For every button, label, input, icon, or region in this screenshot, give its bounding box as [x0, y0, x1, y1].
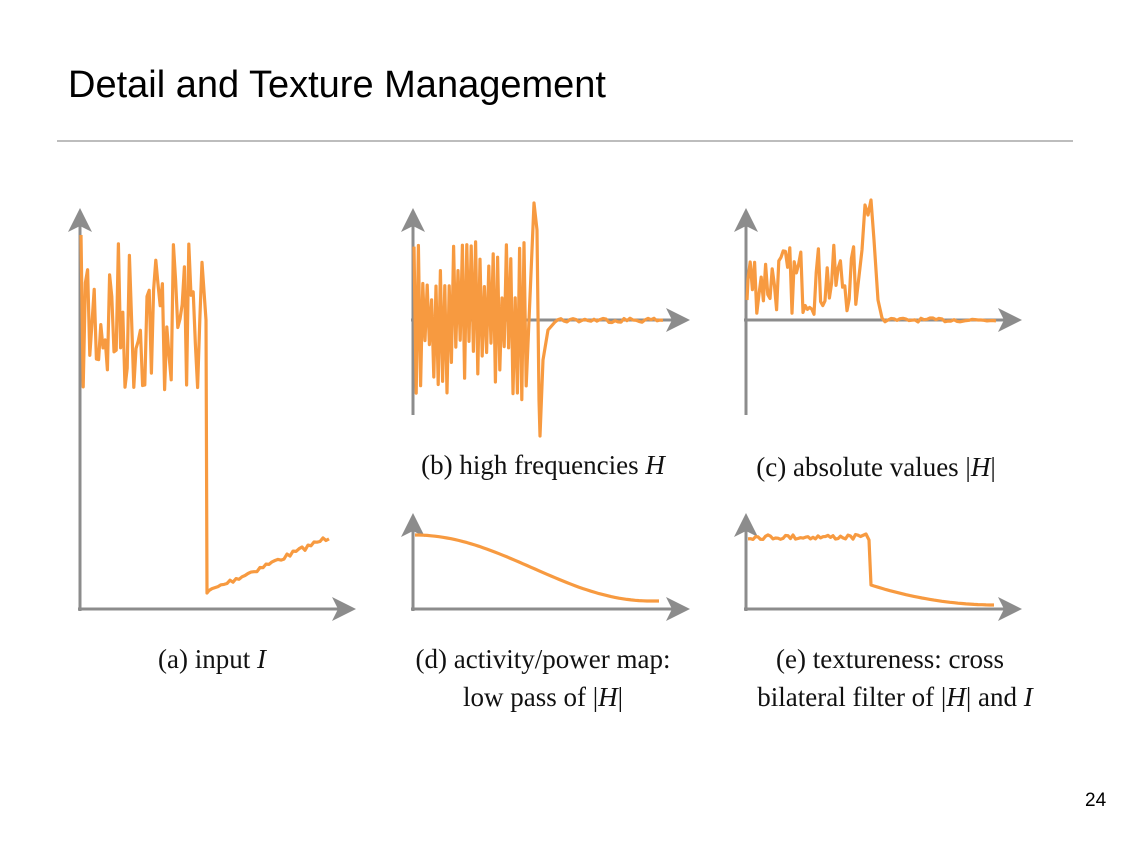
caption-d-line1: (d) activity/power map:: [415, 644, 671, 674]
signal-high-frequencies: [412, 201, 664, 438]
caption-d-line2: low pass of |H|: [462, 682, 624, 712]
caption-c: (c) absolute values |H|: [756, 452, 996, 482]
caption-b: (b) high frequencies H: [421, 450, 665, 480]
caption-a: (a) input I: [158, 644, 266, 674]
signal-input: [79, 234, 330, 595]
title-divider: [57, 140, 1073, 142]
caption-e-line1: (e) textureness: cross: [776, 644, 1004, 674]
signal-textureness: [747, 532, 994, 607]
slide-title: Detail and Texture Management: [68, 64, 606, 106]
signal-low-pass: [415, 533, 659, 603]
caption-e-line2: bilateral filter of |H| and I: [757, 682, 1033, 712]
signal-absolute-values: [745, 198, 997, 324]
page-number: 24: [1085, 790, 1107, 811]
